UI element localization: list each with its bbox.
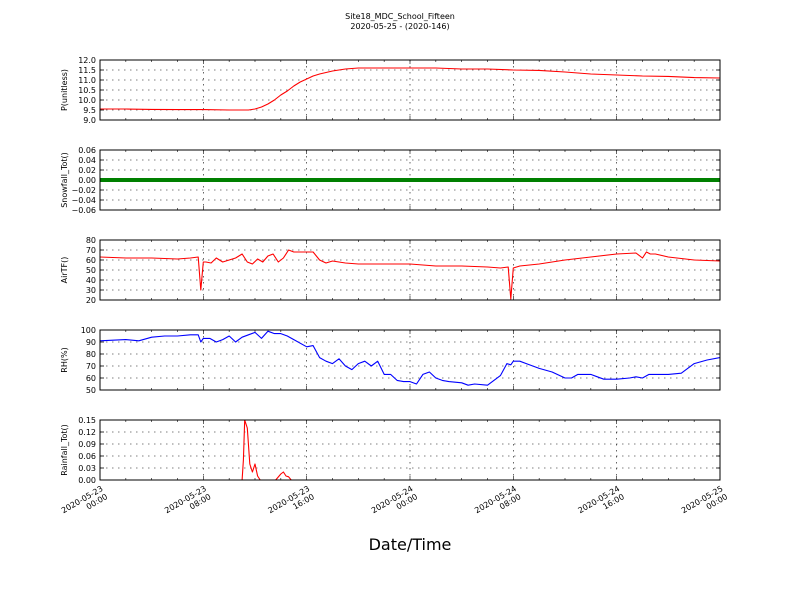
chart-title: Site18_MDC_School_Fifteen xyxy=(345,12,455,21)
y-tick-label: 60 xyxy=(86,256,96,265)
y-tick-label: 50 xyxy=(86,386,96,395)
y-axis-label: P(unitless) xyxy=(60,69,69,111)
series-line-3 xyxy=(99,249,721,300)
panel-frame xyxy=(99,59,721,121)
y-tick-label: 100 xyxy=(81,326,96,335)
y-axis-label: RH(%) xyxy=(60,347,69,372)
y-tick-label: 0.00 xyxy=(78,176,96,185)
x-tick-label: 2020-05-2408:00 xyxy=(473,484,522,523)
y-tick-label: 0.04 xyxy=(78,156,96,165)
y-tick-label: 20 xyxy=(86,296,96,305)
y-tick-label: 40 xyxy=(86,276,96,285)
x-tick-label: 2020-05-2316:00 xyxy=(266,484,315,523)
x-tick-label: 2020-05-2308:00 xyxy=(163,484,212,523)
panel-frame xyxy=(99,329,721,391)
y-tick-label: 70 xyxy=(86,362,96,371)
y-tick-label: 12.0 xyxy=(78,56,96,65)
y-tick-label: −0.04 xyxy=(71,196,96,205)
panel-frame xyxy=(99,149,721,211)
x-tick-label: 2020-05-2300:00 xyxy=(60,484,109,523)
y-tick-label: 11.5 xyxy=(78,66,96,75)
y-tick-label: −0.02 xyxy=(71,186,96,195)
y-axis-label: Snowfall_Tot() xyxy=(60,152,69,208)
series-line-5 xyxy=(100,419,720,481)
panel-2: −0.06−0.04−0.020.000.020.040.06 Snowfall_… xyxy=(60,146,721,215)
y-tick-label: 9.0 xyxy=(83,116,96,125)
panel-frame xyxy=(99,419,721,481)
panel-4: 50 60 70 80 90 100 RH(%) xyxy=(60,326,721,395)
y-axis-label: Rainfall_Tot() xyxy=(60,424,69,476)
x-axis-label: Date/Time xyxy=(369,535,452,554)
y-tick-label: 90 xyxy=(86,338,96,347)
y-tick-label: 30 xyxy=(86,286,96,295)
y-tick-label: 9.5 xyxy=(83,106,96,115)
y-tick-label: 0.02 xyxy=(78,166,96,175)
y-tick-label: 0.09 xyxy=(78,440,96,449)
panel-5: 0.00 0.03 0.06 0.09 0.12 0.15 Rainfall_Tot() xyxy=(60,416,721,485)
y-tick-label: 80 xyxy=(86,236,96,245)
y-tick-label: 50 xyxy=(86,266,96,275)
y-tick-label: 60 xyxy=(86,374,96,383)
x-tick-label: 2020-05-2416:00 xyxy=(576,484,625,523)
y-tick-label: 10.5 xyxy=(78,86,96,95)
y-tick-label: 10.0 xyxy=(78,96,96,105)
series-line-4 xyxy=(99,330,721,386)
y-tick-label: 0.00 xyxy=(78,476,96,485)
chart-subtitle: 2020-05-25 - (2020-146) xyxy=(350,22,449,31)
y-tick-label: 80 xyxy=(86,350,96,359)
y-tick-label: 0.15 xyxy=(78,416,96,425)
y-tick-label: 0.03 xyxy=(78,464,96,473)
y-tick-label: −0.06 xyxy=(71,206,96,215)
y-tick-label: 70 xyxy=(86,246,96,255)
x-tick-label: 2020-05-2400:00 xyxy=(370,484,419,523)
x-tick-labels: 2020-05-2300:00 2020-05-2308:00 2020-05-23… xyxy=(60,484,729,523)
x-tick-label: 2020-05-2500:00 xyxy=(680,484,729,523)
y-tick-label: 0.06 xyxy=(78,146,96,155)
series-line-1 xyxy=(100,67,721,111)
panels: 9.09.510.010.511.011.512.0 P(unitless) −0.… xyxy=(60,56,729,523)
panel-1: 9.09.510.010.511.011.512.0 P(unitless) xyxy=(60,56,721,125)
y-tick-label: 11.0 xyxy=(78,76,96,85)
y-tick-label: 0.06 xyxy=(78,452,96,461)
panel-frame xyxy=(99,239,721,301)
y-axis-label: AirTF() xyxy=(60,257,69,284)
y-tick-label: 0.12 xyxy=(78,428,96,437)
